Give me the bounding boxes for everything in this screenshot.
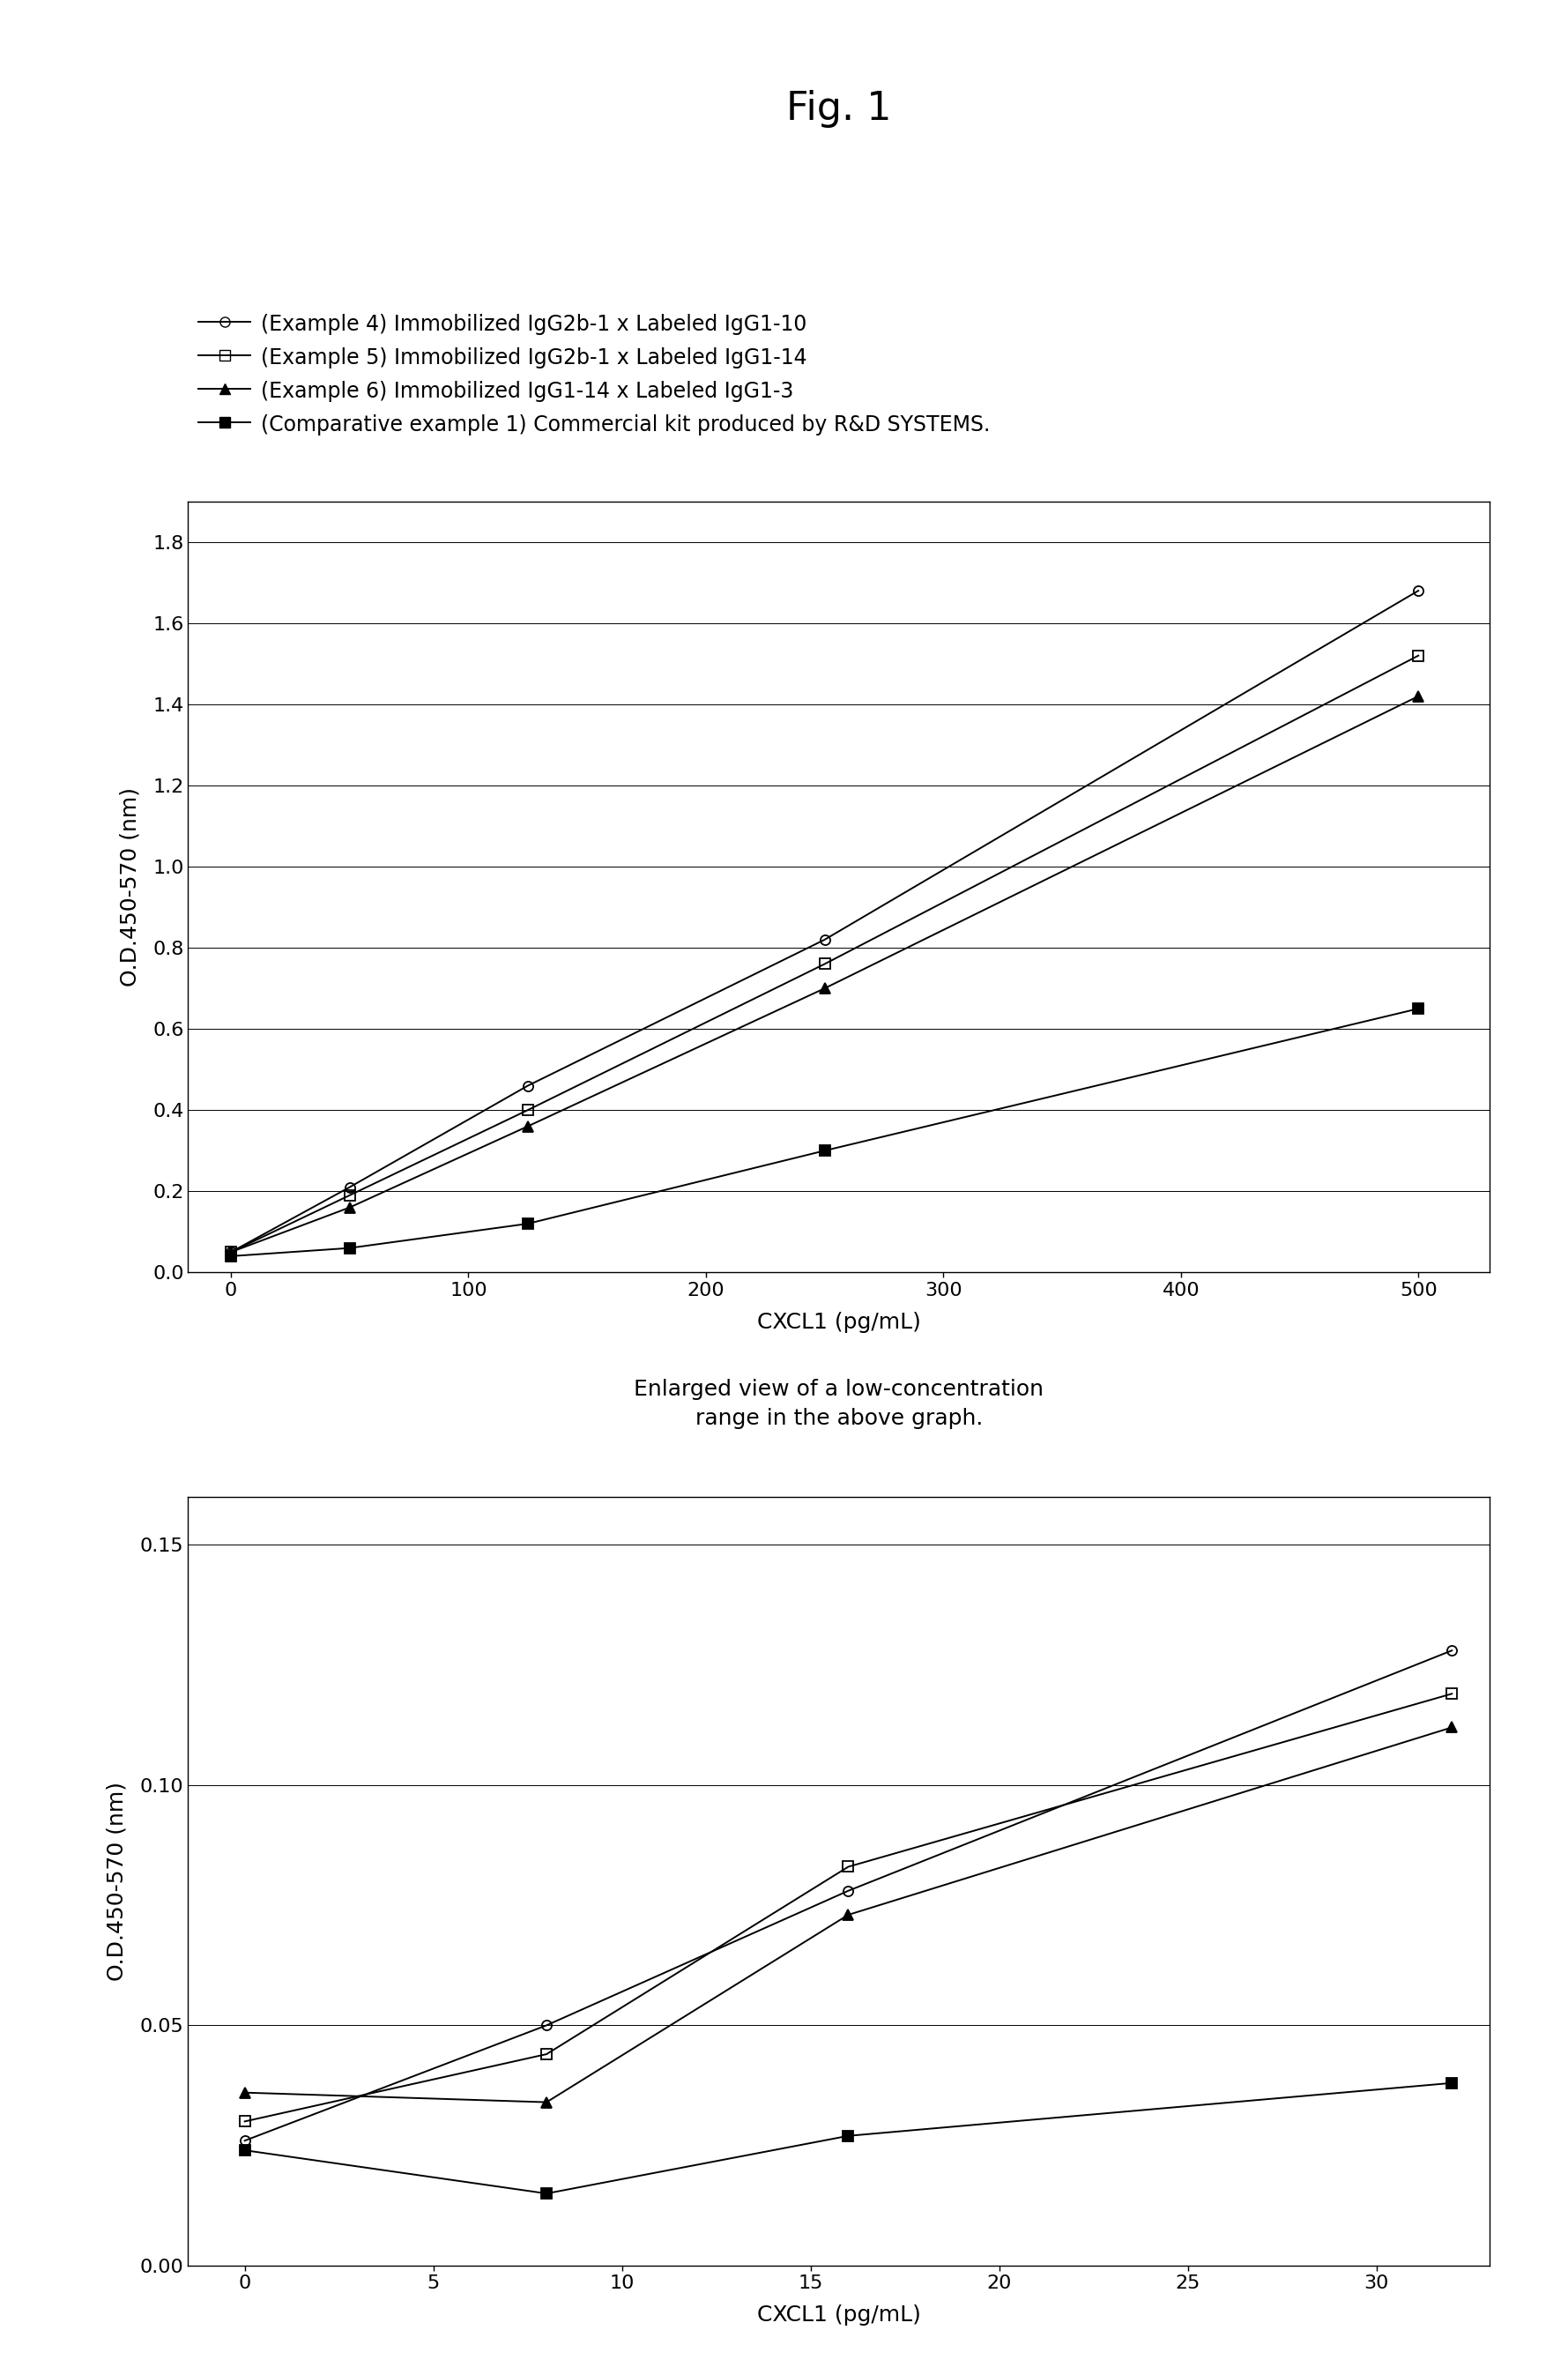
- Legend: (Example 4) Immobilized IgG2b-1 x Labeled IgG1-10, (Example 5) Immobilized IgG2b: (Example 4) Immobilized IgG2b-1 x Labele…: [199, 314, 991, 437]
- Text: Enlarged view of a low-concentration
range in the above graph.: Enlarged view of a low-concentration ran…: [633, 1378, 1044, 1430]
- Text: Fig. 1: Fig. 1: [786, 90, 892, 127]
- X-axis label: CXCL1 (pg/mL): CXCL1 (pg/mL): [757, 2306, 920, 2327]
- Y-axis label: O.D.450-570 (nm): O.D.450-570 (nm): [119, 788, 141, 986]
- X-axis label: CXCL1 (pg/mL): CXCL1 (pg/mL): [757, 1312, 920, 1333]
- Y-axis label: O.D.450-570 (nm): O.D.450-570 (nm): [107, 1782, 127, 1980]
